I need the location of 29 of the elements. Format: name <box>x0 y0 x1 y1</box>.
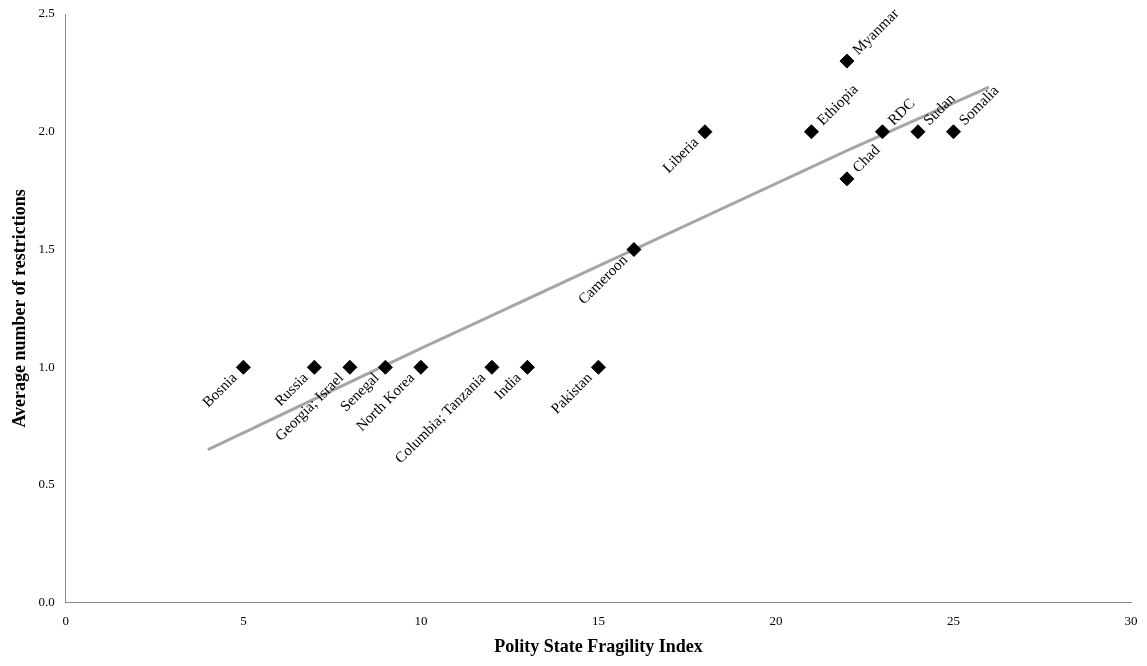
x-tick-label: 30 <box>1124 613 1138 629</box>
point <box>945 124 961 140</box>
y-tick-label: 2.5 <box>38 5 55 21</box>
y-tick-label: 0.0 <box>38 594 55 610</box>
x-tick-label: 25 <box>946 613 960 629</box>
point <box>235 359 251 375</box>
y-tick-label: 0.5 <box>38 476 55 492</box>
x-tick-label: 10 <box>414 613 428 629</box>
y-tick-label: 1.5 <box>38 240 55 256</box>
point <box>839 53 855 69</box>
point <box>839 171 855 187</box>
x-axis-title: Polity State Fragility Index <box>494 635 703 656</box>
point <box>626 242 642 258</box>
point <box>590 359 606 375</box>
point <box>803 124 819 140</box>
annotation: India <box>490 369 525 403</box>
x-tick-label: 5 <box>240 613 247 629</box>
y-axis-title: Average number of restrictions <box>9 189 30 428</box>
point <box>519 359 535 375</box>
x-tick-label: 20 <box>769 613 783 629</box>
y-tick-label: 2.0 <box>38 123 55 139</box>
x-tick-label: 15 <box>591 613 605 629</box>
point <box>874 124 890 140</box>
point <box>484 359 500 375</box>
point <box>413 359 429 375</box>
point <box>697 124 713 140</box>
x-tick-label: 0 <box>62 613 70 629</box>
point <box>910 124 926 140</box>
y-tick-label: 1.0 <box>38 358 55 374</box>
